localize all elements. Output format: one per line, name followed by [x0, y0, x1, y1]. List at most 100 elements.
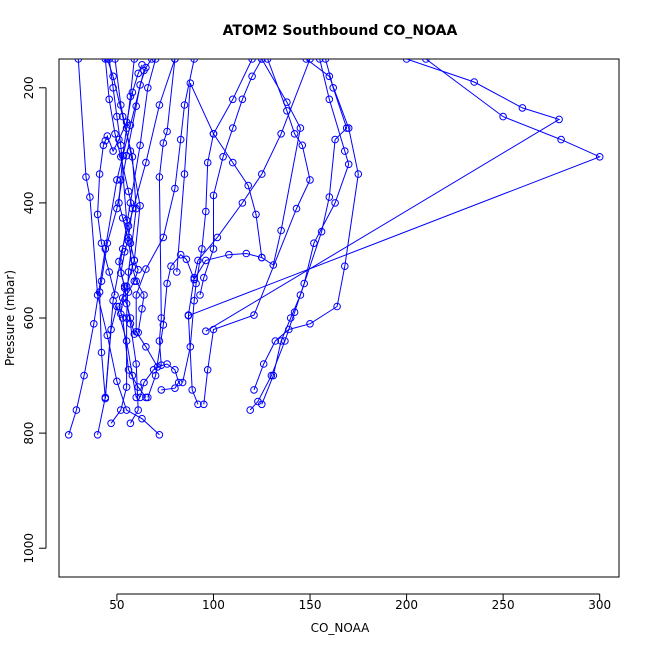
data-point [113, 176, 121, 184]
data-point [244, 181, 252, 190]
data-point [103, 132, 112, 140]
data-point [122, 151, 131, 160]
data-point [302, 59, 310, 63]
y-axis: 200 400 600 800 1000 [22, 76, 47, 564]
data-point [117, 101, 125, 109]
data-point [155, 431, 164, 439]
data-point [180, 101, 189, 109]
data-point [105, 95, 113, 104]
data-point [140, 378, 148, 387]
data-point [192, 279, 200, 288]
data-point [147, 59, 156, 63]
data-point [176, 135, 185, 144]
data-point [271, 337, 280, 345]
data-point [117, 176, 125, 184]
profile-line [118, 59, 145, 333]
data-point [219, 153, 227, 161]
data-point [290, 130, 299, 138]
data-point [163, 360, 171, 368]
data-point [117, 141, 125, 150]
data-point [138, 305, 146, 313]
data-point [203, 158, 212, 167]
data-point [258, 59, 266, 63]
data-point [285, 325, 293, 334]
y-tick-label: 800 [22, 422, 36, 445]
data-point [97, 239, 106, 247]
profile-line [199, 59, 263, 296]
data-point [250, 311, 258, 319]
data-point [107, 325, 115, 334]
y-tick-label: 1000 [22, 533, 36, 564]
data-point [184, 311, 193, 320]
data-point [186, 79, 195, 87]
data-point [354, 170, 363, 178]
data-point [128, 371, 137, 380]
data-point [138, 61, 146, 69]
data-point [120, 248, 129, 256]
data-point [80, 371, 88, 380]
data-point [103, 239, 112, 247]
data-point [113, 377, 121, 386]
profile-line [104, 59, 133, 315]
profile-line [249, 59, 350, 411]
profile-line [261, 59, 348, 405]
data-point [72, 406, 81, 414]
y-tick-label: 200 [22, 76, 36, 99]
data-point [325, 193, 334, 201]
data-point [149, 366, 158, 374]
data-point [325, 72, 334, 81]
data-point [136, 141, 144, 150]
data-point [402, 59, 411, 63]
data-point [132, 291, 140, 299]
data-point [118, 151, 127, 160]
data-point [258, 170, 266, 178]
data-point [229, 124, 237, 132]
data-point [595, 153, 604, 161]
data-point [122, 118, 131, 127]
data-point [200, 273, 208, 282]
data-point [93, 210, 102, 219]
data-point [126, 92, 135, 101]
data-point [518, 104, 527, 112]
data-point [97, 348, 106, 357]
data-point [93, 431, 102, 439]
profile-line [253, 59, 359, 391]
y-axis-label: Pressure (mbar) [3, 270, 17, 366]
data-point [258, 253, 266, 262]
data-point [115, 199, 123, 207]
data-point [124, 366, 133, 374]
x-tick-label: 50 [109, 598, 124, 612]
profile-line [139, 59, 176, 398]
data-point [122, 383, 131, 391]
data-point [171, 184, 179, 193]
data-point [186, 343, 195, 351]
series-layer [64, 59, 604, 439]
data-point [132, 277, 140, 286]
data-point [499, 112, 507, 121]
profile-line [182, 59, 253, 383]
plot-area-frame [58, 58, 620, 578]
data-point [122, 216, 131, 224]
data-point [555, 115, 563, 124]
data-point [109, 84, 117, 92]
data-point [173, 268, 181, 276]
data-point [310, 239, 318, 247]
data-point [151, 59, 160, 63]
data-point [109, 147, 117, 155]
data-point [306, 176, 314, 184]
data-point [248, 72, 256, 81]
data-point [225, 250, 233, 259]
data-point [117, 406, 125, 414]
profile-line [97, 64, 143, 296]
data-point [109, 72, 117, 81]
data-point [202, 207, 210, 216]
profile-line [203, 59, 311, 405]
data-point [130, 59, 139, 63]
data-point [130, 277, 139, 286]
data-point [128, 204, 137, 213]
data-point [190, 296, 198, 305]
data-point [101, 59, 110, 63]
data-point [159, 321, 168, 329]
data-point [283, 107, 291, 115]
data-point [283, 98, 291, 106]
